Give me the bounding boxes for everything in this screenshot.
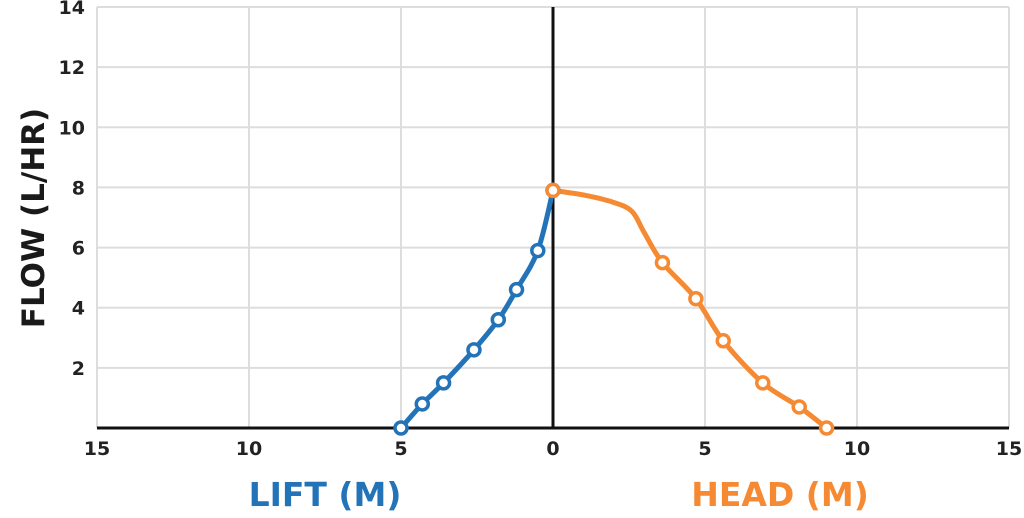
y-tick-label: 14 [59,0,85,19]
y-tick-label: 2 [72,358,85,380]
x-axis-label-head: HEAD (M) [691,475,869,514]
data-point-head [791,399,807,415]
x-tick-label: 5 [698,438,711,460]
y-tick-label: 4 [72,298,85,320]
y-tick-label: 6 [72,238,85,260]
x-tick-label: 15 [84,438,110,460]
y-tick-label: 8 [72,177,85,199]
series-line-head [550,187,830,431]
series [393,182,835,436]
data-point-head [688,290,704,307]
data-point-lift [414,396,431,412]
data-point-head [654,254,671,271]
x-tick-label: 10 [844,438,870,460]
x-axis-label-lift: LIFT (M) [249,475,402,514]
data-point-head [715,333,731,349]
axes [97,7,1009,430]
data-point-head [818,420,835,436]
data-point-lift [435,375,452,391]
y-tick-label: 10 [59,117,85,139]
x-tick-label: 5 [394,438,407,460]
y-tick-label: 12 [59,57,85,79]
data-point-lift [393,420,409,436]
y-axis-label: FLOW (L/HR) [16,108,52,328]
series-line-lift [398,187,556,431]
x-tick-label: 0 [546,438,559,460]
x-tick-label: 10 [236,438,262,460]
data-point-lift [490,311,507,328]
data-point-lift [466,342,482,358]
data-point-head [755,375,771,391]
data-point-lift [508,281,525,298]
data-point-lift [530,242,546,259]
tick-labels: 2 4 6 8 10 12 14 15 10 5 0 5 10 15 [59,0,1023,460]
data-point-head [545,182,561,199]
x-tick-label: 15 [996,438,1022,460]
